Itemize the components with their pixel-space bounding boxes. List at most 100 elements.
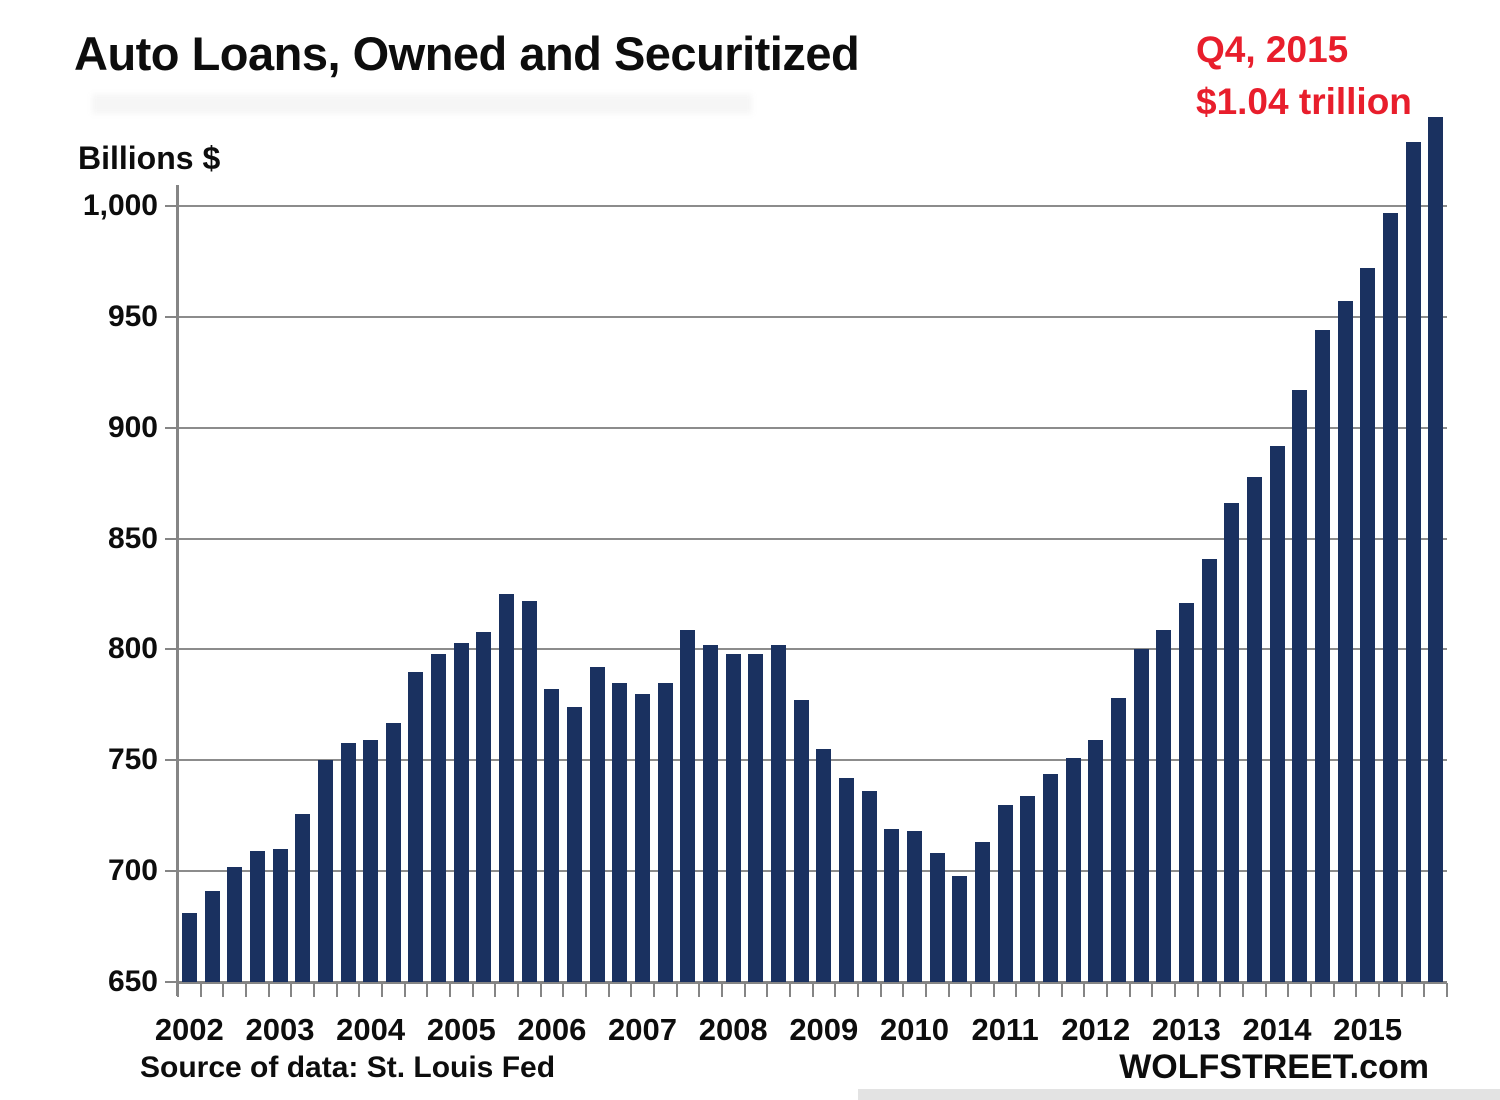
quarter-tick [834,983,837,997]
bar [589,667,605,982]
quarter-tick [290,983,293,997]
bar [816,749,832,982]
bar [884,829,900,982]
bar [1337,301,1353,982]
quarter-tick [1219,983,1222,997]
quarter-tick [1038,983,1041,997]
x-year-label: 2011 [971,1012,1039,1047]
quarter-tick [358,983,361,997]
bar [1314,330,1330,982]
quarter-tick [199,983,202,997]
bar [544,689,560,982]
y-tick-label: 650 [107,965,158,998]
x-year-label: 2007 [608,1012,677,1047]
y-tick-label: 750 [107,743,158,777]
quarter-tick [1060,983,1063,997]
quarter-tick [1128,983,1131,997]
quarter-tick [720,983,723,997]
bar [839,778,854,982]
bar [521,600,537,982]
y-axis-tick [165,315,178,318]
bar [703,645,718,982]
quarter-tick [652,983,655,997]
peak-annotation: Q4, 2015 $1.04 trillion [1196,24,1412,128]
bar [793,700,809,982]
bar [1133,649,1149,982]
quarter-tick [1287,983,1290,997]
bar [363,740,379,982]
x-year-label: 2015 [1333,1012,1403,1047]
quarter-tick [313,983,315,997]
bar [272,849,288,982]
quarter-tick [448,983,451,997]
quarter-tick [1310,983,1312,997]
x-year-label: 2005 [426,1012,496,1047]
quarter-tick [1446,983,1448,997]
title-ghost-artifact [92,94,752,114]
bar [748,653,764,982]
bar [476,631,492,982]
y-tick-label: 950 [107,299,158,333]
x-year-label: 2012 [1061,1012,1131,1047]
bar [1156,629,1172,982]
x-year-label: 2006 [517,1012,587,1047]
bar [635,693,650,982]
bar [1269,445,1285,982]
y-tick-label: 700 [107,854,158,888]
source-note: Source of data: St. Louis Fed [140,1051,556,1084]
bar [499,594,515,982]
gridline [178,537,1447,540]
y-tick-label: 1,000 [82,189,158,222]
bar [1405,141,1421,982]
quarter-tick [924,983,927,997]
bar [408,671,424,982]
x-year-label: 2004 [336,1012,406,1047]
y-tick-label: 850 [107,521,158,555]
quarter-tick [1423,983,1426,997]
y-axis-line [176,185,179,996]
x-year-label: 2002 [154,1012,224,1047]
peak-annotation-line2: $1.04 trillion [1196,81,1412,122]
bar [861,791,877,982]
bar [1360,268,1376,982]
y-tick-label: 900 [107,410,158,444]
quarter-tick [675,983,678,997]
quarter-tick [539,983,542,997]
quarter-tick [1378,983,1380,997]
quarter-tick [562,983,565,997]
bar [612,682,628,982]
bar [249,851,265,982]
quarter-tick [471,983,474,997]
gridline [178,315,1447,318]
bar [657,682,673,982]
quarter-tick [970,983,973,997]
quarter-tick [426,983,429,997]
bar [725,653,741,982]
x-year-label: 2014 [1242,1012,1312,1047]
bar [317,760,333,982]
scan-artifact-strip [858,1089,1500,1100]
quarter-tick [1196,983,1199,997]
gridline [178,648,1447,651]
quarter-tick [584,983,587,997]
quarter-tick [1242,983,1245,997]
quarter-tick [380,983,383,997]
bar [929,853,945,982]
bar [1292,390,1308,982]
quarter-tick [267,983,270,997]
quarter-tick [1106,983,1109,997]
bar [385,722,401,982]
quarter-tick [879,983,882,997]
bar [997,804,1013,982]
quarter-tick [1332,983,1335,997]
bar [1201,558,1217,982]
bar [431,653,447,982]
bar [453,642,469,982]
quarter-tick [335,983,338,997]
bar [1110,698,1126,982]
bar [227,866,243,982]
gridline [178,205,1447,207]
peak-annotation-line1: Q4, 2015 [1196,29,1349,70]
y-axis-tick [165,648,178,651]
